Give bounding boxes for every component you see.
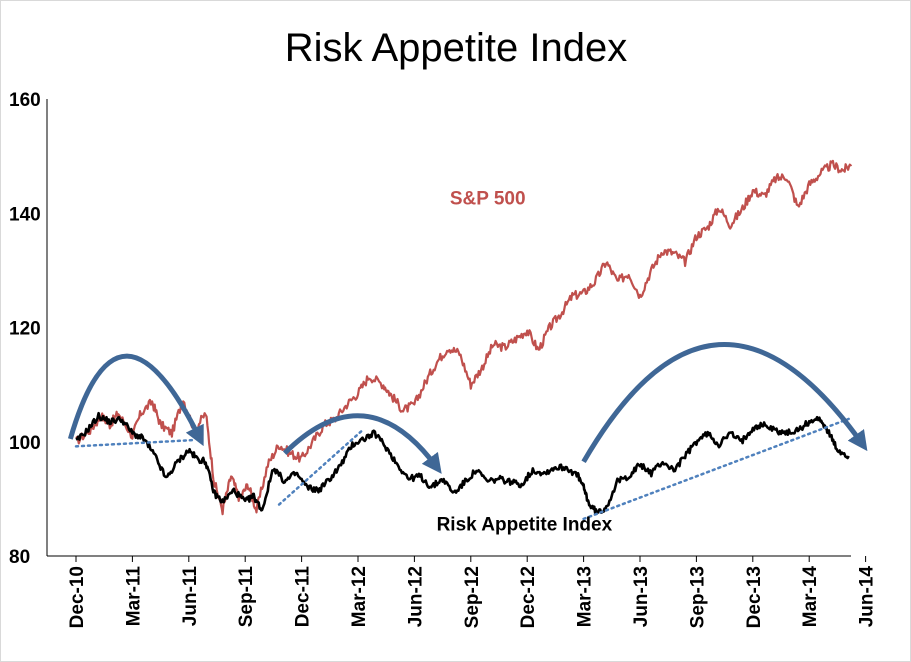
dotted-trendline-3 <box>582 417 850 521</box>
y-tick-label: 80 <box>9 547 30 568</box>
dotted-trendline-2 <box>277 427 365 506</box>
x-tick-label: Jun-14 <box>857 566 878 628</box>
x-tick-label: Jun-12 <box>405 566 426 627</box>
sp500-label: S&P 500 <box>450 189 526 210</box>
x-tick-label: Jun-13 <box>631 566 652 627</box>
dotted-trendline-1 <box>74 438 196 448</box>
x-tick-label: Dec-11 <box>293 566 314 628</box>
x-tick-label: Sep-11 <box>236 566 257 628</box>
x-tick-label: Sep-12 <box>462 566 483 628</box>
curved-arrow-2 <box>282 413 442 474</box>
chart-title: Risk Appetite Index <box>285 26 627 70</box>
plot-area <box>46 99 853 557</box>
y-tick-label: 140 <box>9 204 41 225</box>
y-tick-label: 160 <box>9 90 41 111</box>
x-tick-label: Mar-12 <box>349 566 370 627</box>
x-tick-label: Dec-12 <box>518 566 539 628</box>
risk-appetite-label: Risk Appetite Index <box>437 514 613 535</box>
curved-arrow-3 <box>581 341 868 464</box>
x-tick-label: Mar-14 <box>800 566 821 628</box>
x-axis-ticks: Dec-10 Mar-11 Jun-11 Sep-11 Dec-11 Mar-12 Jun-… <box>67 556 878 628</box>
x-tick-label: Jun-11 <box>180 566 201 627</box>
risk-appetite-series-line <box>75 411 850 515</box>
x-tick-label: Mar-13 <box>575 566 596 627</box>
y-tick-label: 120 <box>9 319 41 340</box>
x-tick-label: Sep-13 <box>687 566 708 628</box>
x-tick-label: Dec-10 <box>67 566 88 628</box>
x-tick-label: Dec-13 <box>744 566 765 628</box>
y-tick-label: 100 <box>9 433 41 454</box>
y-axis-ticks: 80 100 120 140 160 <box>9 90 41 568</box>
curved-arrow-1 <box>67 353 204 447</box>
sp500-series-line <box>75 159 853 516</box>
x-tick-label: Mar-11 <box>123 566 144 627</box>
annotation-layer: S&P 500 Risk Appetite Index <box>67 189 868 535</box>
